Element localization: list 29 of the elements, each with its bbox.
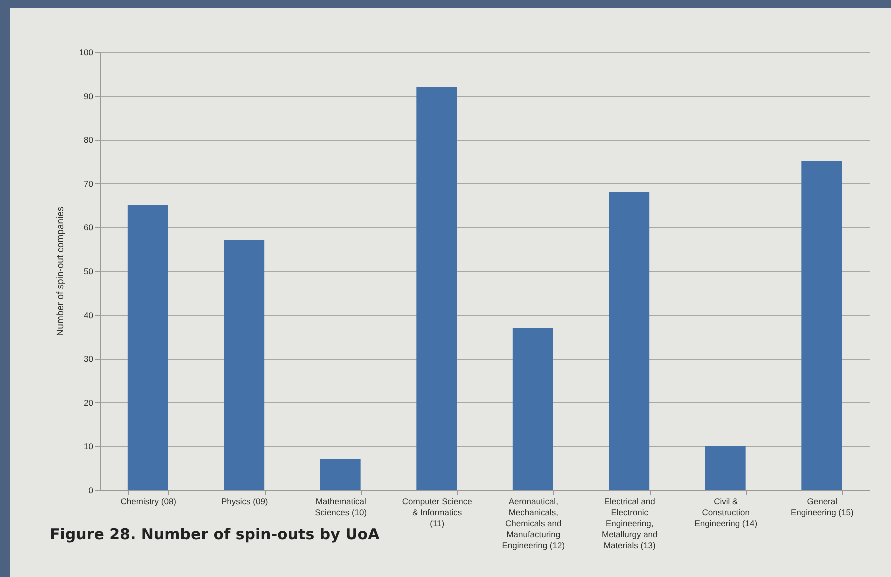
y-tick-label: 100 [79, 48, 94, 58]
x-tick-label: Chemistry (08) [120, 496, 177, 506]
y-tick-label: 90 [84, 91, 94, 102]
y-tick-label: 40 [84, 310, 94, 320]
text: Figure 28. Number of spin-outs by UoA [50, 526, 380, 544]
y-tick-label: 0 [88, 486, 94, 496]
y-tick-label: 60 [84, 222, 94, 233]
y-tick-label: 20 [84, 398, 94, 408]
x-tick-label: Aeronautical, Mechanicals, Chemicals and Manufacturing Engineering (12) [502, 496, 566, 550]
x-tick-label: General Engineering (15) [790, 496, 854, 518]
y-axis-title: Number of spin-out companies [55, 206, 66, 336]
x-tick-label: Civil & Construction Engineering (14) [694, 496, 758, 528]
bar [802, 162, 842, 490]
y-tick-label: 50 [84, 266, 94, 276]
bar [416, 87, 458, 490]
bar [512, 328, 554, 490]
bar [320, 459, 361, 490]
bar [224, 240, 265, 490]
x-tick-label: Mathematical Sciences (10) [315, 496, 368, 518]
x-tick-label: Computer Science & Informatics (11) [402, 496, 473, 528]
x-tick-label: Physics (09) [221, 496, 268, 506]
y-tick-label: 10 [84, 442, 94, 452]
bar [705, 446, 746, 490]
bar [609, 192, 650, 490]
y-tick-label: 80 [84, 135, 94, 146]
y-tick-label: 70 [84, 178, 94, 189]
bar [128, 205, 168, 490]
y-tick-label: 30 [84, 354, 94, 364]
x-tick-label: Electrical and Electronic Engineering, Metallurgy and Materials (13) [602, 496, 658, 550]
